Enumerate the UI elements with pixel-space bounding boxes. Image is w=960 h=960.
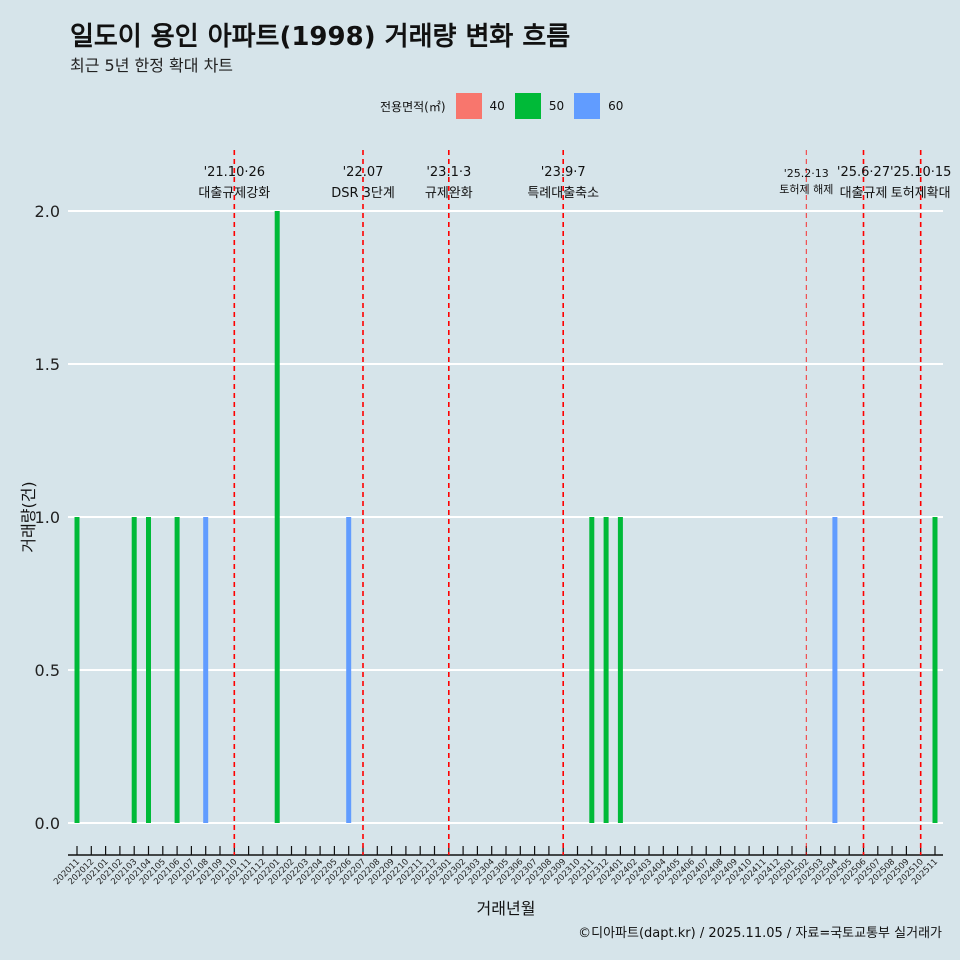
legend-label-40: 40 <box>489 99 505 113</box>
event-label: DSR 3단계 <box>331 186 395 201</box>
bar-202108 <box>203 517 209 823</box>
event-date: '21.10·26 <box>204 165 265 180</box>
legend-label-60: 60 <box>608 99 624 113</box>
legend-label-50: 50 <box>548 99 565 113</box>
y-tick-label: 0.5 <box>35 661 60 680</box>
bar-202504 <box>832 517 838 823</box>
legend-swatch-50 <box>514 93 541 119</box>
bar-202103 <box>131 517 137 823</box>
bar-202511 <box>932 517 938 823</box>
bar-202401 <box>617 517 623 823</box>
event-label: 대출규제강화 <box>198 186 270 201</box>
event-label: 대출규제 <box>840 186 888 201</box>
event-date: '25.10·15 <box>890 165 951 180</box>
bar-202206 <box>346 517 352 823</box>
event-label: 토허제 해제 <box>779 182 833 196</box>
event-date: '22.07 <box>343 165 384 180</box>
legend-title: 전용면적(㎡) <box>380 99 446 114</box>
chart-title: 일도이 용인 아파트(1998) 거래량 변화 흐름 <box>70 22 571 52</box>
legend-swatch-40 <box>455 93 482 119</box>
legend: 전용면적(㎡) 40 50 60 <box>380 93 623 119</box>
event-date: '23.1·3 <box>426 165 471 180</box>
bar-202106 <box>174 517 180 823</box>
chart-subtitle: 최근 5년 한정 확대 차트 <box>70 56 234 75</box>
bar-202104 <box>146 517 151 823</box>
bar-202311 <box>589 517 595 823</box>
y-tick-label: 1.0 <box>35 508 60 527</box>
bar-202201 <box>274 211 280 823</box>
caption: ©디아파트(dapt.kr) / 2025.11.05 / 자료=국토교통부 실… <box>578 926 942 941</box>
y-tick-label: 1.5 <box>35 355 60 374</box>
event-date: '25.6·27 <box>837 165 890 180</box>
y-tick-label: 0.0 <box>35 814 60 833</box>
bar-202011 <box>74 517 80 823</box>
event-label: 토허제확대 <box>891 186 951 201</box>
event-date: '23.9·7 <box>541 165 586 180</box>
event-date: '25.2·13 <box>784 167 829 180</box>
event-label: 특례대출축소 <box>527 186 599 201</box>
bar-202312 <box>603 517 609 823</box>
x-axis-title: 거래년월 <box>477 899 536 918</box>
event-label: 규제완화 <box>425 186 473 201</box>
legend-swatch-60 <box>574 93 601 119</box>
y-axis-title: 거래량(건) <box>19 481 38 552</box>
y-tick-label: 2.0 <box>35 202 60 221</box>
